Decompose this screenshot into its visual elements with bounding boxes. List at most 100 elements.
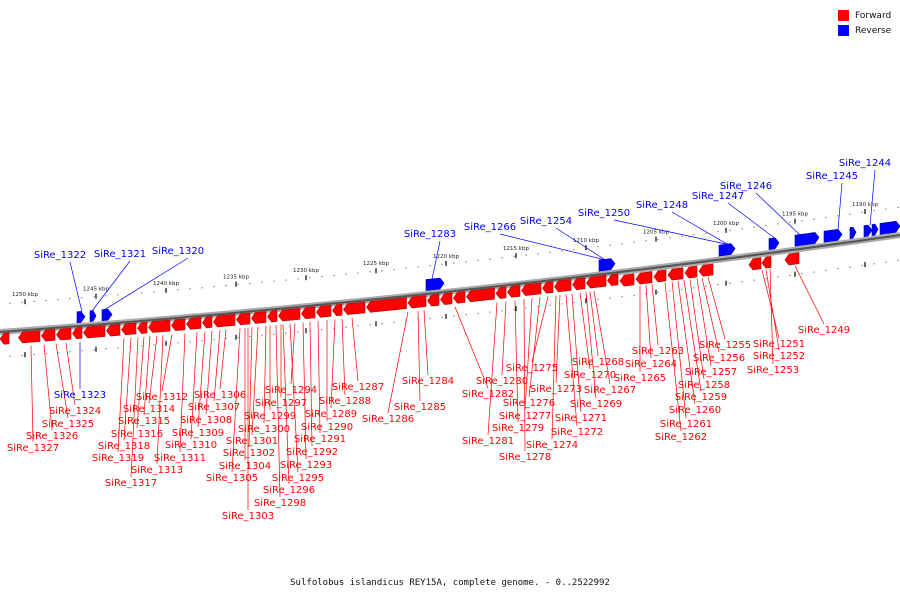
scale-dot-inner bbox=[873, 263, 875, 265]
scale-dot-outer bbox=[597, 245, 599, 248]
tick-label: 1235 kbp bbox=[223, 275, 249, 281]
scale-dot-outer bbox=[717, 231, 719, 233]
scale-dot-outer bbox=[765, 224, 767, 227]
forward-gene-arrow bbox=[698, 263, 714, 277]
scale-dot-inner bbox=[897, 259, 899, 262]
scale-dot-outer bbox=[885, 208, 887, 210]
scale-dot-outer bbox=[417, 266, 419, 268]
scale-dot-outer bbox=[513, 255, 515, 258]
tick-label: 1200 kbp bbox=[713, 221, 739, 227]
scale-dot-inner bbox=[33, 353, 35, 356]
scale-dot-outer bbox=[405, 267, 407, 269]
scale-dot-inner bbox=[681, 288, 683, 291]
forward-leader-line bbox=[43, 344, 53, 431]
forward-gene-label: SiRe_1293 bbox=[280, 460, 332, 471]
forward-leader-line bbox=[263, 325, 267, 424]
reverse-gene-label: SiRe_1266 bbox=[464, 222, 516, 233]
scale-dot-inner bbox=[441, 316, 443, 319]
scale-dot-outer bbox=[801, 220, 803, 222]
scale-dot-outer bbox=[813, 218, 815, 220]
forward-gene-label: SiRe_1310 bbox=[165, 440, 217, 451]
scale-dot-inner bbox=[393, 321, 395, 324]
scale-dot-inner bbox=[621, 296, 623, 298]
reverse-gene-arrow bbox=[863, 224, 873, 238]
scale-dot-outer bbox=[537, 253, 539, 255]
scale-dot-inner bbox=[189, 341, 191, 343]
scale-dot-outer bbox=[357, 272, 359, 274]
reverse-gene-arrow bbox=[598, 258, 616, 272]
reverse-leader-line bbox=[103, 257, 189, 311]
forward-gene-label: SiRe_1252 bbox=[753, 351, 805, 362]
forward-gene-arrow bbox=[213, 313, 236, 328]
scale-dot-outer bbox=[189, 288, 191, 290]
forward-leader-line bbox=[213, 330, 221, 402]
forward-gene-arrow bbox=[0, 332, 10, 345]
scale-dot-inner bbox=[537, 306, 539, 308]
scale-dot-outer bbox=[333, 274, 335, 277]
forward-gene-arrow bbox=[332, 303, 343, 317]
tick-label: 1230 kbp bbox=[293, 268, 319, 274]
scale-dot-outer bbox=[645, 240, 647, 242]
forward-gene-label: SiRe_1326 bbox=[26, 431, 78, 442]
legend-reverse-label: Reverse bbox=[855, 25, 892, 36]
scale-dot-outer bbox=[177, 289, 179, 291]
scale-dot-outer bbox=[237, 283, 239, 286]
scale-dot-outer bbox=[777, 223, 779, 225]
scale-dot-inner bbox=[573, 301, 575, 304]
reverse-gene-arrow bbox=[879, 220, 900, 235]
reverse-gene-arrow bbox=[76, 311, 86, 324]
scale-dot-inner bbox=[837, 268, 839, 270]
legend-forward[interactable]: Forward bbox=[838, 8, 891, 23]
scale-dot-inner bbox=[261, 334, 263, 337]
scale-dot-outer bbox=[489, 258, 491, 260]
scale-dot-outer bbox=[9, 302, 11, 304]
forward-leader-line bbox=[677, 280, 696, 405]
forward-gene-label: SiRe_1319 bbox=[92, 453, 144, 464]
forward-leader-line bbox=[179, 333, 186, 453]
backbone-line bbox=[0, 234, 900, 333]
scale-dot-inner bbox=[345, 326, 347, 328]
forward-leader-line bbox=[487, 302, 498, 436]
forward-gene-arrow bbox=[278, 307, 301, 322]
forward-gene-arrow bbox=[137, 321, 148, 334]
scale-dot-inner bbox=[45, 352, 47, 355]
scale-dot-inner bbox=[609, 297, 611, 299]
scale-dot-inner bbox=[501, 310, 503, 312]
scale-dot-outer bbox=[201, 287, 203, 289]
scale-dot-inner bbox=[285, 332, 287, 334]
scale-dot-outer bbox=[741, 227, 743, 230]
legend-reverse[interactable]: Reverse bbox=[838, 23, 891, 38]
forward-gene-label: SiRe_1270 bbox=[564, 370, 616, 381]
forward-gene-label: SiRe_1265 bbox=[614, 373, 666, 384]
forward-gene-arrow bbox=[18, 330, 41, 344]
forward-leader-line bbox=[531, 296, 549, 363]
scale-dot-inner bbox=[105, 348, 107, 350]
scale-dot-outer bbox=[297, 278, 299, 280]
tick-label: 1205 kbp bbox=[643, 230, 669, 236]
forward-gene-label: SiRe_1327 bbox=[7, 443, 59, 454]
scale-dot-outer bbox=[729, 229, 731, 231]
forward-gene-arrow bbox=[407, 295, 427, 309]
reverse-swatch bbox=[838, 25, 849, 36]
scale-dot-inner bbox=[369, 324, 371, 326]
scale-dot-outer bbox=[501, 257, 503, 259]
forward-leader-line bbox=[523, 299, 526, 452]
scale-dot-outer bbox=[261, 281, 263, 284]
scale-dot-outer bbox=[825, 216, 827, 219]
forward-gene-arrow bbox=[586, 274, 607, 289]
scale-dot-outer bbox=[693, 234, 695, 236]
forward-gene-label: SiRe_1311 bbox=[154, 453, 206, 464]
forward-gene-label: SiRe_1306 bbox=[194, 390, 246, 401]
forward-gene-arrow bbox=[427, 293, 440, 307]
forward-gene-arrow bbox=[366, 297, 407, 313]
forward-gene-label: SiRe_1318 bbox=[98, 441, 150, 452]
forward-gene-label: SiRe_1300 bbox=[238, 424, 290, 435]
forward-gene-arrow bbox=[121, 322, 137, 336]
forward-leader-line bbox=[55, 343, 69, 419]
forward-gene-label: SiRe_1302 bbox=[223, 448, 275, 459]
scale-dot-outer bbox=[321, 275, 323, 278]
scale-dot-inner bbox=[717, 284, 719, 286]
forward-leader-line bbox=[651, 284, 659, 346]
forward-gene-arrow bbox=[440, 292, 453, 305]
